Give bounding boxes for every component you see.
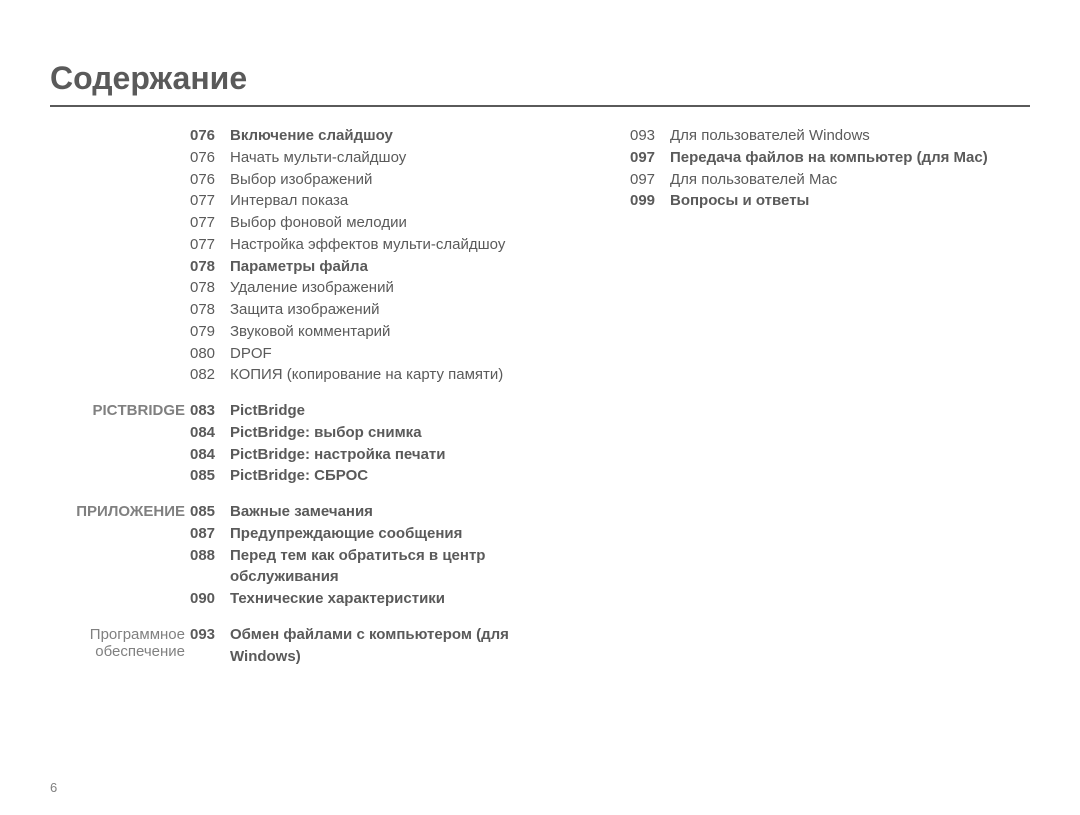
- section-label-pictbridge: PICTBRIDGE: [50, 400, 185, 419]
- toc-page: 076: [190, 169, 230, 191]
- toc-entry: 082КОПИЯ (копирование на карту памяти): [190, 364, 580, 386]
- toc-page: 083: [190, 400, 230, 422]
- toc-group-pictbridge: PICTBRIDGE 083PictBridge 084PictBridge: …: [50, 400, 590, 487]
- toc-text: Для пользователей Mac: [670, 169, 1010, 191]
- toc-text: Выбор фоновой мелодии: [230, 212, 580, 234]
- toc-text: PictBridge: выбор снимка: [230, 422, 580, 444]
- toc-text: Удаление изображений: [230, 277, 580, 299]
- toc-entry: 078Параметры файла: [190, 256, 580, 278]
- section-label-appendix: ПРИЛОЖЕНИЕ: [50, 501, 185, 520]
- toc-group-software: Программное обеспечение 093Обмен файлами…: [50, 624, 590, 668]
- toc-entry: 097Передача файлов на компьютер (для Mac…: [630, 147, 1010, 169]
- toc-text: PictBridge: настройка печати: [230, 444, 580, 466]
- toc-entry: 088Перед тем как обратиться в центр обсл…: [190, 545, 580, 589]
- right-column: 093Для пользователей Windows 097Передача…: [630, 125, 1010, 681]
- page-number: 6: [50, 780, 57, 795]
- toc-page: 076: [190, 147, 230, 169]
- toc-entries: 076Включение слайдшоу 076Начать мульти-с…: [190, 125, 580, 386]
- toc-entry: 099Вопросы и ответы: [630, 190, 1010, 212]
- toc-text: Перед тем как обратиться в центр обслужи…: [230, 545, 580, 589]
- toc-group-slideshow: 076Включение слайдшоу 076Начать мульти-с…: [50, 125, 590, 386]
- toc-page: 088: [190, 545, 230, 567]
- toc-entry: 078Защита изображений: [190, 299, 580, 321]
- toc-text: Для пользователей Windows: [670, 125, 1010, 147]
- toc-entry: 080DPOF: [190, 343, 580, 365]
- toc-text: Настройка эффектов мульти-слайдшоу: [230, 234, 580, 256]
- toc-page: 078: [190, 256, 230, 278]
- toc-entry: 083PictBridge: [190, 400, 580, 422]
- toc-text: Технические характеристики: [230, 588, 580, 610]
- toc-entry: 084PictBridge: настройка печати: [190, 444, 580, 466]
- toc-text: DPOF: [230, 343, 580, 365]
- toc-page: 082: [190, 364, 230, 386]
- toc-text: Предупреждающие сообщения: [230, 523, 580, 545]
- toc-text: Включение слайдшоу: [230, 125, 580, 147]
- toc-page: 076: [190, 125, 230, 147]
- toc-entries: 083PictBridge 084PictBridge: выбор снимк…: [190, 400, 580, 487]
- toc-page: 077: [190, 190, 230, 212]
- toc-page: 080: [190, 343, 230, 365]
- toc-text: Вопросы и ответы: [670, 190, 1010, 212]
- toc-text: Параметры файла: [230, 256, 580, 278]
- toc-text: Звуковой комментарий: [230, 321, 580, 343]
- toc-text: PictBridge: СБРОС: [230, 465, 580, 487]
- toc-page: 078: [190, 299, 230, 321]
- toc-entries: 085Важные замечания 087Предупреждающие с…: [190, 501, 580, 610]
- toc-entry: 076Включение слайдшоу: [190, 125, 580, 147]
- toc-entry: 097Для пользователей Mac: [630, 169, 1010, 191]
- toc-text: Обмен файлами с компьютером (для Windows…: [230, 624, 580, 668]
- toc-entry: 077Выбор фоновой мелодии: [190, 212, 580, 234]
- toc-text: Передача файлов на компьютер (для Mac): [670, 147, 1010, 169]
- toc-page: 090: [190, 588, 230, 610]
- page-title: Содержание: [50, 60, 1030, 107]
- toc-page: 077: [190, 212, 230, 234]
- toc-page: 084: [190, 444, 230, 466]
- toc-text: Начать мульти-слайдшоу: [230, 147, 580, 169]
- toc-page: 093: [630, 125, 670, 147]
- toc-text: Интервал показа: [230, 190, 580, 212]
- toc-entry: 076Начать мульти-слайдшоу: [190, 147, 580, 169]
- toc-entry: 076Выбор изображений: [190, 169, 580, 191]
- toc-text: Важные замечания: [230, 501, 580, 523]
- toc-entry: 078Удаление изображений: [190, 277, 580, 299]
- toc-page: 085: [190, 465, 230, 487]
- toc-page: 097: [630, 147, 670, 169]
- toc-entries: 093Обмен файлами с компьютером (для Wind…: [190, 624, 580, 668]
- toc-page: 099: [630, 190, 670, 212]
- toc-entry: 087Предупреждающие сообщения: [190, 523, 580, 545]
- toc-page: 079: [190, 321, 230, 343]
- toc-entry: 085Важные замечания: [190, 501, 580, 523]
- toc-page: 097: [630, 169, 670, 191]
- toc-page: 084: [190, 422, 230, 444]
- toc-text: Выбор изображений: [230, 169, 580, 191]
- toc-entry: 093Обмен файлами с компьютером (для Wind…: [190, 624, 580, 668]
- section-label-software: Программное обеспечение: [50, 624, 185, 660]
- toc-entries: 093Для пользователей Windows 097Передача…: [630, 125, 1010, 212]
- toc-page: 077: [190, 234, 230, 256]
- toc-entry: 093Для пользователей Windows: [630, 125, 1010, 147]
- toc-entry: 085PictBridge: СБРОС: [190, 465, 580, 487]
- toc-text: Защита изображений: [230, 299, 580, 321]
- toc-group-appendix: ПРИЛОЖЕНИЕ 085Важные замечания 087Предуп…: [50, 501, 590, 610]
- toc-entry: 084PictBridge: выбор снимка: [190, 422, 580, 444]
- toc-text: КОПИЯ (копирование на карту памяти): [230, 364, 580, 386]
- toc-entry: 077Интервал показа: [190, 190, 580, 212]
- left-column: 076Включение слайдшоу 076Начать мульти-с…: [50, 125, 590, 681]
- toc-text: PictBridge: [230, 400, 580, 422]
- toc-entry: 090Технические характеристики: [190, 588, 580, 610]
- toc-entry: 077Настройка эффектов мульти-слайдшоу: [190, 234, 580, 256]
- toc-page: 093: [190, 624, 230, 646]
- toc-page: 078: [190, 277, 230, 299]
- toc-page: 085: [190, 501, 230, 523]
- content-columns: 076Включение слайдшоу 076Начать мульти-с…: [50, 125, 1030, 681]
- toc-entry: 079Звуковой комментарий: [190, 321, 580, 343]
- toc-page: 087: [190, 523, 230, 545]
